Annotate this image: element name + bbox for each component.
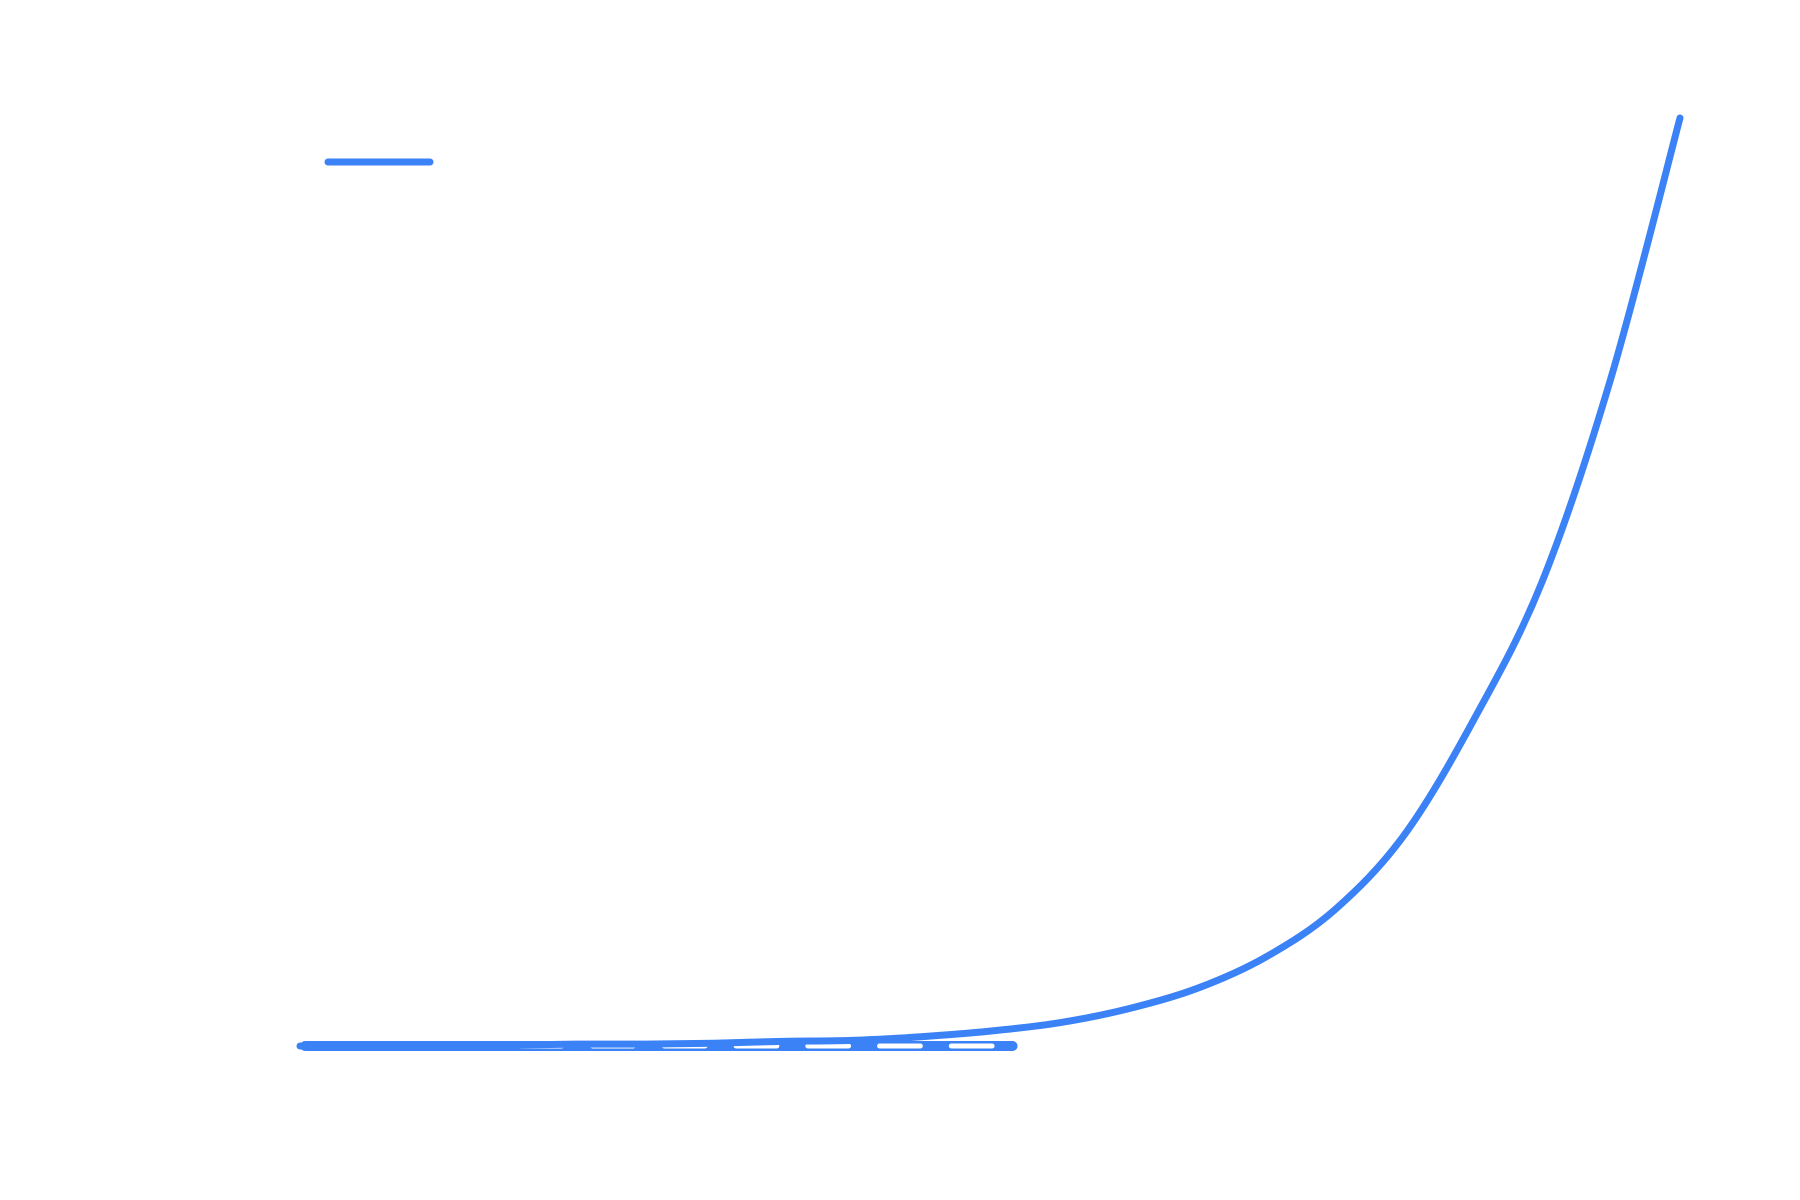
baseline-dash <box>877 1043 923 1049</box>
series-layer <box>296 114 1684 1050</box>
baseline-dash <box>805 1043 852 1049</box>
series-line-0 <box>296 114 1684 1050</box>
baseline-dash <box>948 1043 995 1049</box>
